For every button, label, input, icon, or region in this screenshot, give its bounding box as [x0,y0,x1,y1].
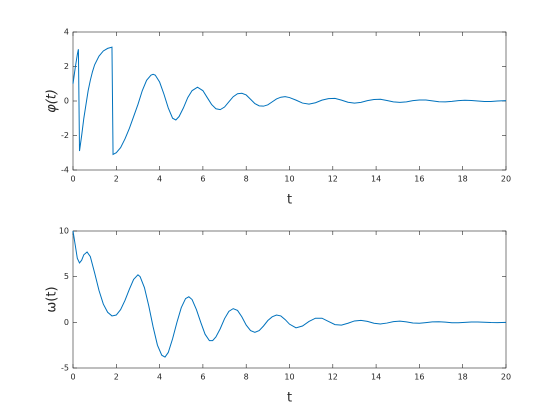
x-tick-label: 14 [371,373,381,382]
x-tick-label: 16 [414,373,424,382]
x-tick-label: 8 [244,373,249,382]
y-axis-label: φ(t) [45,89,60,113]
x-tick-label: 0 [70,175,75,184]
y-tick-label: -2 [61,131,69,140]
y-axis-label: ω(t) [45,286,60,312]
x-tick-label: 14 [371,175,381,184]
x-tick-label: 2 [114,175,119,184]
y-tick-label: 5 [64,272,69,281]
x-tick-label: 20 [501,175,511,184]
x-tick-label: 10 [284,175,294,184]
x-tick-label: 0 [70,373,75,382]
x-axis-label: t [287,391,292,406]
y-tick-label: 2 [64,62,69,71]
x-tick-label: 20 [501,373,511,382]
x-axis-label: t [287,193,292,208]
x-tick-label: 12 [328,175,338,184]
axes-box [72,31,507,171]
x-tick-label: 6 [200,175,205,184]
y-tick-label: -5 [61,364,69,373]
y-tick-label: 10 [59,227,69,236]
y-tick-label: 0 [64,97,69,106]
x-tick-label: 6 [200,373,205,382]
axes-box [72,230,507,369]
x-tick-label: 2 [114,373,119,382]
x-tick-label: 4 [157,175,162,184]
x-tick-label: 4 [157,373,162,382]
x-tick-label: 18 [458,175,468,184]
data-line [72,46,507,156]
y-tick-label: -4 [61,166,69,175]
x-tick-label: 12 [328,373,338,382]
x-tick-label: 10 [284,373,294,382]
y-tick-label: 4 [64,28,69,37]
y-tick-label: 0 [64,318,69,327]
x-tick-label: 16 [414,175,424,184]
x-tick-label: 18 [458,373,468,382]
data-line [72,230,507,358]
x-tick-label: 8 [244,175,249,184]
